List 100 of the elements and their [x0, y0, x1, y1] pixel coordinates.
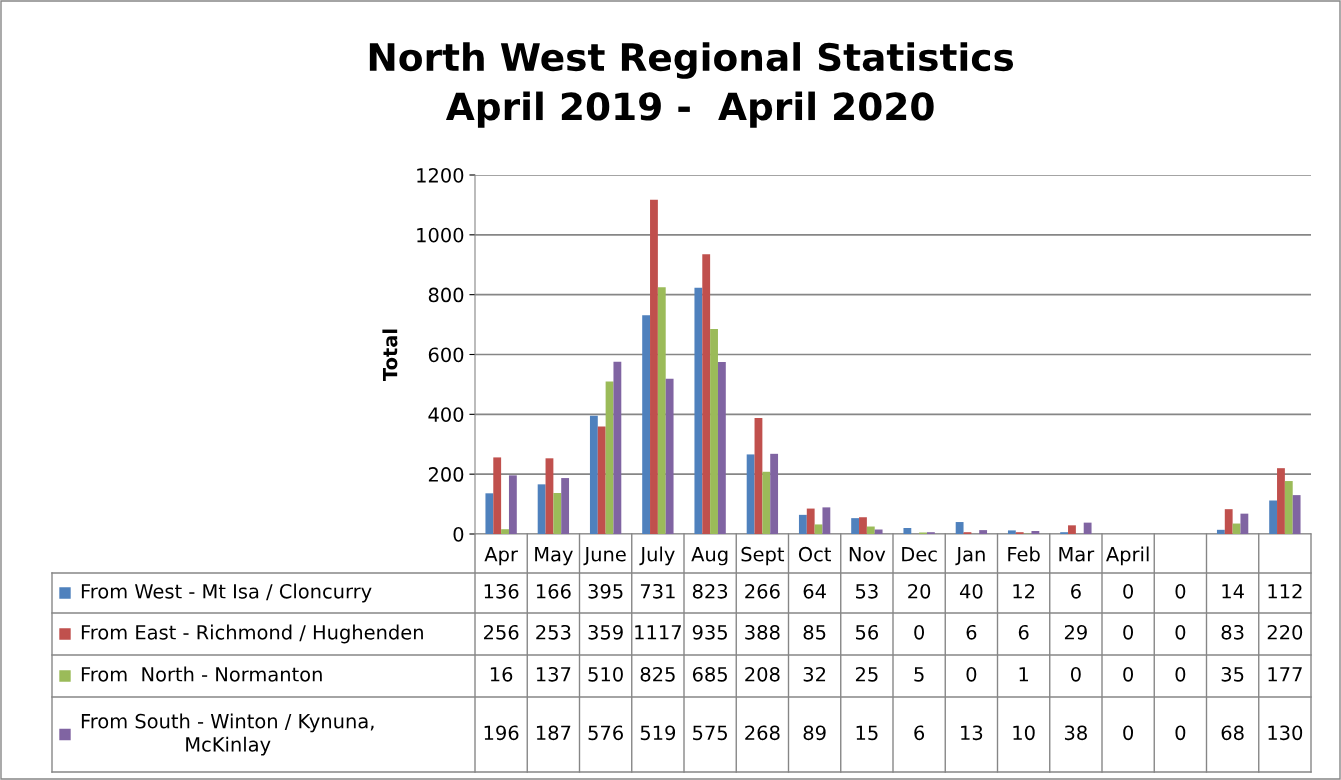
bar [1269, 500, 1278, 534]
data-label: 0 [1175, 624, 1186, 640]
data-label: 0 [914, 624, 925, 640]
bar [1083, 522, 1092, 534]
data-label: 0 [1175, 666, 1186, 682]
y-tick-label: 0 [453, 526, 464, 542]
data-label: 112 [1268, 583, 1302, 599]
data-label: 83 [1221, 624, 1244, 640]
data-label: 32 [803, 666, 826, 682]
bar [485, 493, 494, 534]
bar [851, 518, 860, 534]
data-label: 38 [1064, 725, 1087, 741]
data-label: 29 [1064, 624, 1087, 640]
bar [822, 507, 831, 534]
data-label: 519 [640, 725, 676, 741]
bar [501, 529, 509, 534]
chart-title: North West Regional Statistics April 2019 - April 2020 [369, 42, 1014, 128]
data-label: 0 [1175, 725, 1186, 741]
bar [955, 522, 964, 534]
x-tick-label: Oct [798, 546, 831, 562]
bar [979, 530, 988, 534]
data-label: 0 [1123, 725, 1134, 741]
bar [859, 517, 867, 534]
data-label: 85 [803, 624, 826, 640]
legend-label: From East - Richmond / Hughenden [81, 624, 423, 644]
x-tick-label: Aug [691, 547, 728, 566]
bar [903, 528, 912, 534]
data-label: 136 [484, 583, 519, 599]
data-label: 68 [1221, 725, 1244, 741]
data-label: 89 [803, 725, 826, 741]
data-label: 220 [1267, 624, 1303, 640]
legend-label: From North - Normanton [81, 666, 322, 682]
data-label: 575 [693, 725, 727, 741]
data-label: 137 [536, 666, 571, 682]
data-label: 359 [588, 624, 623, 640]
bar [493, 457, 502, 534]
bar [589, 415, 598, 534]
bar [657, 287, 666, 534]
bar [874, 529, 883, 534]
bar [545, 458, 554, 534]
x-tick-label: May [535, 547, 573, 566]
data-label: 731 [640, 583, 675, 599]
bar [605, 381, 614, 534]
y-axis-title: Total [382, 329, 398, 381]
legend-label: From West - Mt Isa / Cloncurry [81, 583, 372, 603]
bar [642, 315, 651, 534]
data-label: 6 [1071, 583, 1081, 599]
data-label: 0 [1070, 666, 1081, 682]
data-label: 208 [745, 666, 780, 682]
bar [717, 361, 726, 534]
data-label: 15 [856, 725, 878, 741]
data-label: 12 [1013, 583, 1035, 599]
x-tick-label: Dec [902, 547, 937, 562]
bar [1240, 513, 1249, 534]
data-label: 14 [1222, 584, 1244, 599]
data-label: 64 [803, 583, 826, 599]
bar [710, 329, 718, 534]
data-label: 0 [1123, 666, 1134, 682]
x-tick-label: Nov [849, 547, 886, 562]
bar [1224, 509, 1233, 534]
data-label: 576 [588, 725, 623, 741]
y-tick-label: 1200 [417, 167, 464, 183]
x-tick-label: Jan [955, 547, 985, 566]
data-label: 388 [745, 624, 780, 640]
data-label: 56 [856, 624, 879, 640]
data-label: 16 [490, 666, 513, 682]
bar [1007, 530, 1016, 534]
bar [1068, 525, 1076, 534]
bar [702, 254, 711, 534]
data-label: 6 [914, 725, 925, 741]
legend-label: From South - Winton / Kynuna, McKinlay [81, 713, 374, 756]
bar [1284, 481, 1293, 534]
y-tick-label: 200 [428, 467, 464, 482]
data-label: 266 [745, 583, 780, 599]
bar [1031, 531, 1040, 534]
data-label: 40 [959, 583, 983, 599]
bar [798, 514, 807, 534]
data-label: 0 [1123, 583, 1134, 599]
data-label: 177 [1268, 667, 1302, 682]
x-tick-label: Mar [1059, 547, 1095, 562]
bar [866, 526, 875, 534]
data-label: 130 [1268, 725, 1303, 741]
y-tick-label: 800 [428, 287, 464, 303]
data-label: 268 [745, 725, 780, 741]
y-tick-label: 600 [428, 347, 464, 363]
data-label: 685 [692, 666, 727, 682]
bar [665, 378, 674, 534]
x-tick-label: Apr [484, 547, 518, 566]
data-label: 187 [536, 725, 571, 741]
data-label: 823 [692, 583, 728, 599]
bar [1292, 495, 1301, 534]
data-label: 935 [692, 624, 727, 640]
bar [613, 361, 622, 534]
data-label: 0 [966, 666, 977, 682]
x-tick-label: July [639, 546, 675, 566]
data-label: 825 [640, 666, 675, 682]
data-label: 6 [1018, 624, 1029, 640]
data-label: 395 [588, 583, 623, 599]
bar [1277, 468, 1285, 534]
x-tick-label: June [583, 547, 626, 566]
